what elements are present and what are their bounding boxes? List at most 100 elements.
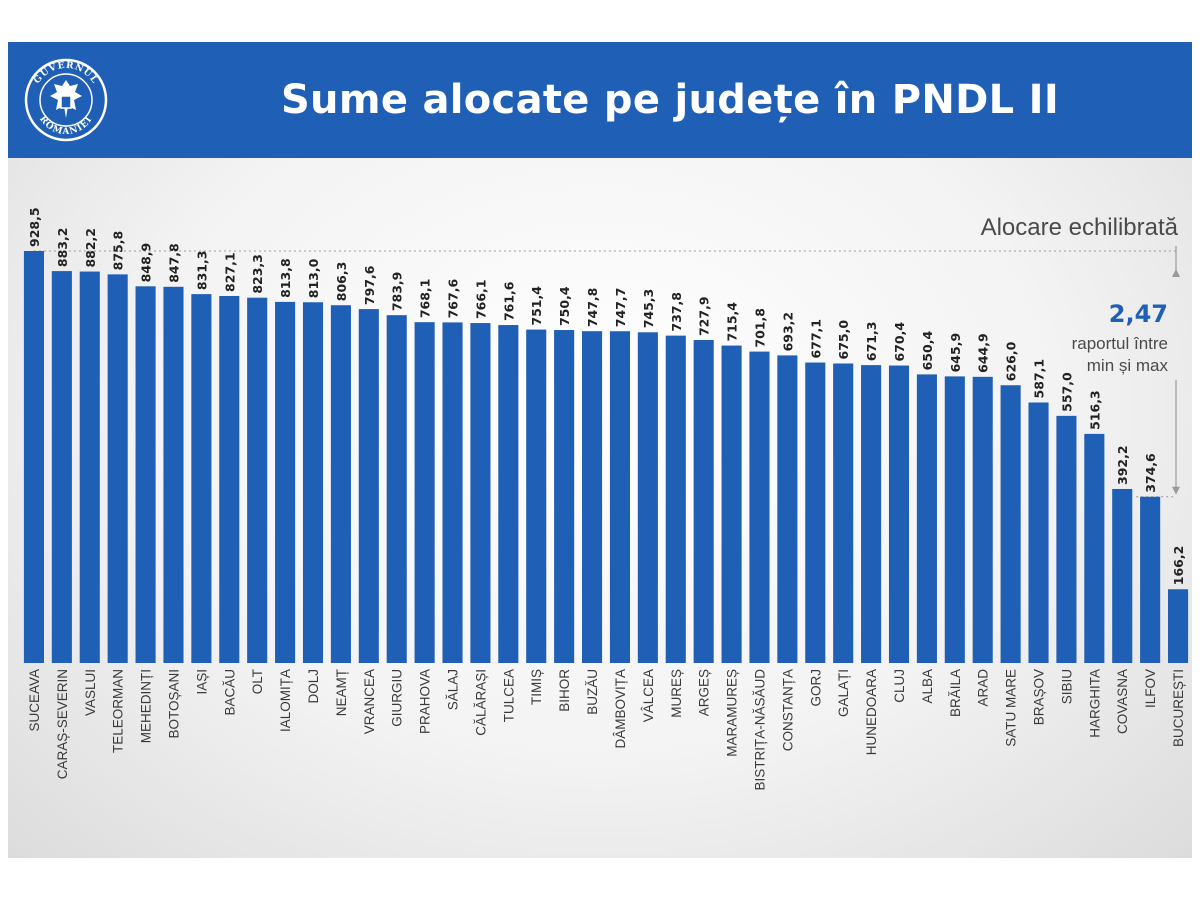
value-label: 806,3 <box>334 262 349 302</box>
ratio-caption-line1: raportul între <box>1071 334 1168 353</box>
bar-25 <box>693 340 714 663</box>
value-label: 761,6 <box>501 281 516 321</box>
category-label: BRAȘOV <box>1032 669 1047 725</box>
category-label: ALBA <box>920 669 935 704</box>
category-label: GORJ <box>808 669 823 707</box>
category-label: ARAD <box>976 669 991 707</box>
bar-37 <box>1028 402 1049 663</box>
value-label: 374,6 <box>1143 453 1158 493</box>
title-banner: GUVERNUL ROMÂNIEI Sume alocate pe județe… <box>8 42 1192 158</box>
bar-20 <box>554 330 575 663</box>
value-label: 626,0 <box>1004 341 1019 381</box>
bar-31 <box>861 365 882 663</box>
value-label: 882,2 <box>83 228 98 268</box>
category-label: BUZĂU <box>585 669 600 715</box>
category-label: HUNEDOARA <box>864 669 879 755</box>
value-label: 823,3 <box>250 254 265 294</box>
bar-40 <box>1112 488 1133 663</box>
category-label: MUREȘ <box>669 669 684 718</box>
infographic-card: GUVERNUL ROMÂNIEI Sume alocate pe județe… <box>8 42 1192 858</box>
category-label: ILFOV <box>1143 669 1158 708</box>
category-label: SATU MARE <box>1004 669 1019 747</box>
value-label: 677,1 <box>808 319 823 359</box>
category-label: BISTRIȚA-NĂSĂUD <box>752 669 767 791</box>
category-label: SUCEAVA <box>27 669 42 732</box>
value-label: 693,2 <box>780 312 795 352</box>
bar-14 <box>386 315 407 663</box>
category-label: BACĂU <box>222 669 237 716</box>
category-label: MARAMUREȘ <box>725 669 740 757</box>
category-label: OLT <box>250 669 265 694</box>
value-label: 767,6 <box>446 279 461 319</box>
bar-34 <box>944 376 965 663</box>
bar-22 <box>609 331 630 663</box>
bar-32 <box>888 365 910 663</box>
category-label: ARGEȘ <box>697 669 712 716</box>
value-label: 848,9 <box>139 243 154 283</box>
value-label: 883,2 <box>55 228 70 268</box>
value-label: 587,1 <box>1032 359 1047 399</box>
category-label: GIURGIU <box>390 669 405 727</box>
category-label: CĂLĂRAȘI <box>473 669 488 736</box>
value-label: 715,4 <box>725 302 740 342</box>
bar-29 <box>805 362 826 663</box>
value-label: 797,6 <box>362 265 377 305</box>
category-label: CONSTANȚA <box>780 669 795 751</box>
category-label: GALAȚI <box>836 669 851 717</box>
value-label: 751,4 <box>529 286 544 326</box>
government-seal-logo: GUVERNUL ROMÂNIEI <box>24 58 108 142</box>
category-label: BIHOR <box>557 669 572 712</box>
category-label: SĂLAJ <box>446 669 461 710</box>
bar-16 <box>442 322 463 663</box>
bar-5 <box>135 286 156 663</box>
category-label: IALOMIȚA <box>278 669 293 732</box>
value-label: 645,9 <box>948 333 963 373</box>
bar-33 <box>916 374 937 663</box>
category-label: BOTOȘANI <box>166 669 181 739</box>
value-label: 737,8 <box>669 292 684 332</box>
bar-42 <box>1168 589 1189 663</box>
value-label: 847,8 <box>166 243 181 283</box>
bar-18 <box>498 325 519 663</box>
category-label: BUCUREȘTI <box>1171 669 1186 747</box>
category-label: PRAHOVA <box>418 669 433 734</box>
category-label: NEAMȚ <box>334 669 349 716</box>
bar-15 <box>414 322 435 663</box>
bar-3 <box>79 271 100 663</box>
bar-2 <box>51 271 72 663</box>
bar-6 <box>163 286 184 663</box>
bar-13 <box>358 309 379 663</box>
category-label: IAȘI <box>194 669 209 695</box>
value-label: 875,8 <box>111 231 126 271</box>
bar-4 <box>107 274 128 663</box>
bar-21 <box>582 331 603 663</box>
value-label: 644,9 <box>976 333 991 373</box>
bar-41 <box>1140 496 1161 663</box>
value-label: 813,0 <box>306 258 321 298</box>
value-label: 557,0 <box>1059 372 1074 412</box>
bar-19 <box>526 329 547 663</box>
bar-36 <box>1000 385 1021 663</box>
bar-30 <box>833 363 854 663</box>
category-label: MEHEDINȚI <box>139 669 154 743</box>
bar-39 <box>1084 433 1105 663</box>
bar-24 <box>665 335 686 663</box>
category-label: VÂLCEA <box>641 669 656 722</box>
category-label: DÂMBOVIȚA <box>613 669 628 749</box>
bar-chart: 928,5 SUCEAVA 883,2 CARAȘ-SEVERIN 882,2 VASLU… <box>23 207 1189 791</box>
value-label: 392,2 <box>1115 445 1130 485</box>
value-label: 768,1 <box>418 279 433 319</box>
arrow-head-up-icon <box>1172 269 1180 277</box>
category-label: TULCEA <box>501 669 516 722</box>
value-label: 516,3 <box>1087 390 1102 430</box>
category-label: CLUJ <box>892 669 907 703</box>
bar-23 <box>637 332 658 663</box>
category-label: SIBIU <box>1059 669 1074 704</box>
bar-11 <box>302 302 324 663</box>
category-label: CARAȘ-SEVERIN <box>55 669 70 779</box>
value-label: 671,3 <box>864 322 879 362</box>
chart-title: Sume alocate pe județe în PNDL II <box>280 77 1060 123</box>
category-label: VRANCEA <box>362 669 377 734</box>
category-label: TELEORMAN <box>111 669 126 753</box>
value-label: 747,7 <box>613 288 628 328</box>
